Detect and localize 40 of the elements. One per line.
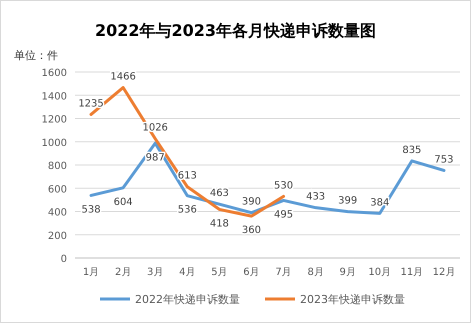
x-tick-label: 8月 bbox=[307, 267, 324, 278]
data-label: 433 bbox=[306, 192, 326, 203]
x-tick-label: 1月 bbox=[82, 267, 100, 278]
y-tick-label: 1400 bbox=[42, 91, 67, 102]
data-label: 753 bbox=[434, 154, 454, 166]
data-label: 538 bbox=[81, 204, 101, 216]
chart-title: 2022年与2023年各月快递申诉数量图 bbox=[94, 21, 376, 40]
legend-label: 2022年快递申诉数量 bbox=[135, 293, 240, 306]
data-label: 1466 bbox=[110, 72, 136, 83]
legend-label: 2023年快递申诉数量 bbox=[300, 293, 405, 306]
x-tick-label: 4月 bbox=[179, 267, 196, 278]
x-tick-label: 7月 bbox=[275, 267, 292, 278]
x-tick-label: 11月 bbox=[400, 267, 424, 278]
x-tick-label: 12月 bbox=[432, 267, 456, 278]
y-tick-label: 800 bbox=[48, 161, 67, 172]
y-tick-label: 0 bbox=[60, 254, 67, 265]
data-label: 360 bbox=[242, 225, 262, 236]
data-label: 835 bbox=[402, 144, 422, 156]
x-tick-label: 2月 bbox=[114, 267, 132, 278]
y-tick-label: 200 bbox=[48, 230, 67, 242]
data-label: 1235 bbox=[78, 98, 104, 110]
x-tick-label: 5月 bbox=[211, 267, 228, 278]
x-tick-label: 3月 bbox=[147, 267, 164, 278]
data-label: 536 bbox=[178, 204, 197, 216]
data-label: 530 bbox=[274, 180, 294, 192]
x-tick-label: 10月 bbox=[368, 267, 392, 278]
y-tick-label: 1600 bbox=[42, 68, 67, 79]
data-label: 418 bbox=[210, 218, 229, 230]
data-label: 495 bbox=[274, 209, 294, 220]
data-label: 463 bbox=[210, 188, 229, 200]
x-tick-label: 6月 bbox=[243, 267, 260, 278]
x-tick-label: 9月 bbox=[340, 267, 356, 278]
y-axis-title: 单位：件 bbox=[14, 49, 58, 62]
y-tick-label: 1000 bbox=[42, 138, 67, 149]
y-tick-label: 400 bbox=[48, 208, 67, 218]
data-label: 390 bbox=[242, 196, 262, 208]
data-label: 399 bbox=[338, 196, 358, 207]
data-label: 604 bbox=[114, 196, 133, 208]
y-tick-label: 600 bbox=[48, 184, 67, 196]
y-tick-label: 1200 bbox=[42, 114, 67, 126]
